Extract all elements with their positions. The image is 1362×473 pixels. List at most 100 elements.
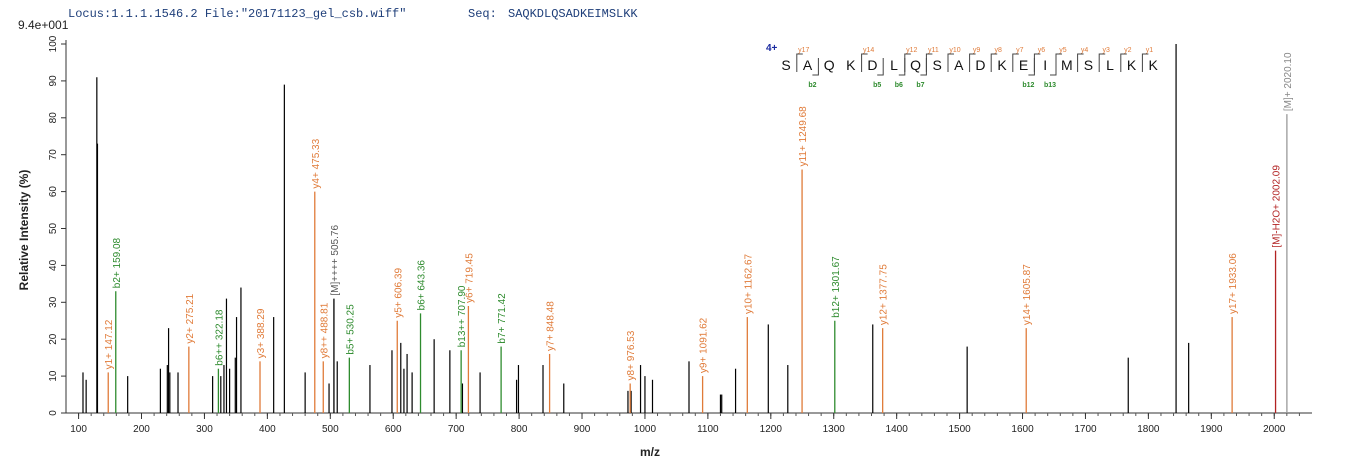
- b-ion-label: b6: [895, 82, 903, 89]
- x-tick-label: 1000: [634, 424, 657, 435]
- y-ion-bracket: [969, 53, 976, 72]
- y-ion-bracket: [1120, 53, 1127, 72]
- x-tick-label: 100: [70, 424, 87, 435]
- x-tick-label: 500: [322, 424, 339, 435]
- y-tick-label: 0: [48, 410, 59, 416]
- y-tick-label: 90: [48, 75, 59, 87]
- residue: S: [933, 57, 942, 73]
- y-ion-label: y14: [863, 47, 874, 54]
- y-tick-label: 20: [48, 333, 59, 345]
- x-tick-label: 1900: [1200, 424, 1223, 435]
- y-ion-label: y4: [1081, 47, 1089, 54]
- b-ion-bracket: [1050, 58, 1057, 76]
- residue: L: [890, 57, 898, 73]
- x-tick-label: 1600: [1011, 424, 1034, 435]
- x-tick-label: 2000: [1263, 424, 1286, 435]
- residue: D: [975, 57, 985, 73]
- y-ion-label: y3: [1102, 47, 1110, 54]
- y-ion-label: y12: [906, 47, 917, 54]
- charge-state: 4+: [766, 43, 778, 54]
- x-tick-label: 1700: [1074, 424, 1097, 435]
- x-tick-label: 1800: [1137, 424, 1160, 435]
- x-tick-label: 700: [448, 424, 465, 435]
- residue: I: [1043, 57, 1047, 73]
- peak-label: b5+ 530.25: [345, 304, 356, 355]
- x-tick-label: 600: [385, 424, 402, 435]
- x-axis-label: m/z: [640, 445, 660, 459]
- peak-label: b6+ 643.36: [417, 260, 428, 311]
- y-ion-bracket: [1033, 53, 1041, 72]
- intensity-scale: 9.4e+001: [18, 18, 69, 32]
- peak-label: y11+ 1249.68: [798, 106, 809, 167]
- x-tick-label: 1300: [823, 424, 846, 435]
- y-ion-bracket: [1077, 53, 1084, 72]
- residue: Q: [824, 57, 835, 73]
- b-ion-bracket: [1028, 58, 1035, 76]
- peak-label: [M]+ 2020.10: [1283, 52, 1294, 111]
- peak-label: y8++ 488.81: [319, 302, 330, 358]
- b-ion-label: b7: [916, 82, 924, 89]
- b-ion-bracket: [920, 58, 927, 76]
- x-tick-label: 300: [196, 424, 213, 435]
- x-tick-label: 1500: [948, 424, 971, 435]
- y-ion-label: y5: [1059, 47, 1067, 54]
- peak-label: y6+ 719.45: [464, 253, 475, 303]
- y-ion-label: y6: [1038, 47, 1046, 54]
- residue: K: [846, 57, 856, 73]
- y-ion-label: y11: [928, 47, 939, 54]
- b-ion-label: b13: [1044, 82, 1056, 89]
- y-tick-label: 80: [48, 112, 59, 124]
- x-tick-label: 800: [511, 424, 528, 435]
- y-tick-label: 30: [48, 296, 59, 308]
- residue: M: [1061, 57, 1073, 73]
- peak-label: y7+ 848.48: [546, 301, 557, 351]
- peak-label: y17+ 1933.06: [1228, 253, 1239, 314]
- y-ion-label: y10: [949, 47, 960, 54]
- peak-label: y14+ 1605.87: [1022, 264, 1033, 325]
- peaks: [82, 44, 1288, 413]
- peak-label: y10+ 1162.67: [743, 253, 754, 314]
- seq-value: SAQKDLQSADKEIMSLKK: [508, 7, 638, 21]
- y-axis-label: Relative Intensity (%): [17, 170, 31, 291]
- y-tick-label: 10: [48, 370, 59, 382]
- x-tick-label: 900: [574, 424, 591, 435]
- peak-label: b13++ 707.90: [457, 285, 468, 347]
- b-ion-bracket: [877, 58, 884, 76]
- x-tick-label: 1100: [697, 424, 719, 435]
- y-ion-bracket: [1098, 53, 1106, 72]
- y-tick-label: 50: [48, 223, 59, 235]
- peak-label: y8+ 976.53: [626, 330, 637, 380]
- peak-label: y5+ 606.39: [393, 268, 404, 318]
- peak-label: y12+ 1377.75: [879, 264, 890, 325]
- peak-labels: y1+ 147.12 b2+ 159.08 y2+ 275.21 b6++ 322.1…: [104, 52, 1294, 380]
- residue: Q: [910, 57, 921, 73]
- y-ion-bracket: [1141, 53, 1149, 72]
- y-tick-label: 100: [48, 35, 59, 52]
- y-ion-bracket: [947, 53, 954, 72]
- x-tick-label: 400: [259, 424, 276, 435]
- y-ion-label: y1: [1146, 47, 1154, 54]
- y-ion-bracket: [861, 53, 868, 72]
- b-ion-bracket: [898, 58, 906, 76]
- residue: K: [1149, 57, 1159, 73]
- x-tick-label: 1400: [886, 424, 909, 435]
- x-tick-label: 1200: [760, 424, 783, 435]
- y-ion-bracket: [796, 53, 803, 72]
- y-ion-label: y7: [1016, 47, 1024, 54]
- residue: A: [954, 57, 964, 73]
- y-ion-bracket: [1012, 53, 1019, 72]
- axes: 0 10 20 30 40 50 60 70 80 90 100 100 200 300 400 500 600…: [48, 35, 1312, 435]
- y-ion-label: y17: [798, 47, 809, 54]
- peak-label: [M]-H2O+ 2002.09: [1272, 165, 1283, 248]
- residue: D: [867, 57, 877, 73]
- locus-header: Locus:1.1.1.1546.2 File:"20171123_gel_cs…: [68, 7, 406, 21]
- residue: K: [1127, 57, 1137, 73]
- b-ion-bracket: [812, 58, 819, 76]
- peak-label: [M]++++ 505.76: [330, 225, 341, 296]
- peak-label: y9+ 1091.62: [699, 317, 710, 373]
- y-tick-label: 40: [48, 259, 59, 271]
- y-tick-label: 70: [48, 149, 59, 161]
- b-ion-label: b2: [808, 82, 816, 89]
- peak-label: b2+ 159.08: [112, 237, 123, 288]
